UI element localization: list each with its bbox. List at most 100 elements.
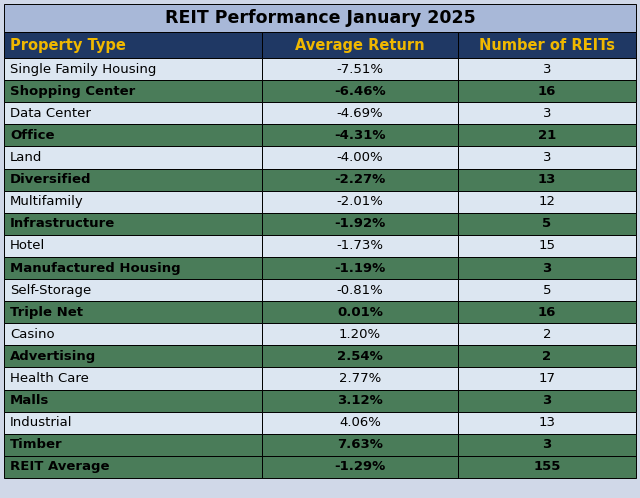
- Bar: [262, 168, 458, 191]
- Text: 17: 17: [538, 372, 556, 385]
- Bar: [262, 213, 458, 235]
- Text: -1.73%: -1.73%: [337, 240, 383, 252]
- Bar: [262, 346, 458, 368]
- Bar: [458, 80, 636, 102]
- Text: Casino: Casino: [10, 328, 54, 341]
- Bar: [262, 301, 458, 323]
- Text: Hotel: Hotel: [10, 240, 45, 252]
- Bar: [4, 434, 262, 456]
- Bar: [458, 146, 636, 168]
- Bar: [458, 257, 636, 279]
- Text: 2.54%: 2.54%: [337, 350, 383, 363]
- Text: 13: 13: [538, 416, 556, 429]
- Bar: [262, 389, 458, 412]
- Text: -2.01%: -2.01%: [337, 195, 383, 208]
- Bar: [458, 434, 636, 456]
- Bar: [458, 102, 636, 124]
- Text: 1.20%: 1.20%: [339, 328, 381, 341]
- Bar: [458, 32, 636, 58]
- Text: -4.69%: -4.69%: [337, 107, 383, 120]
- Text: Advertising: Advertising: [10, 350, 96, 363]
- Bar: [262, 412, 458, 434]
- Text: Single Family Housing: Single Family Housing: [10, 63, 156, 76]
- Text: -0.81%: -0.81%: [337, 283, 383, 297]
- Text: Property Type: Property Type: [10, 37, 126, 52]
- Bar: [4, 102, 262, 124]
- Text: Self-Storage: Self-Storage: [10, 283, 92, 297]
- Text: 2.77%: 2.77%: [339, 372, 381, 385]
- Text: Office: Office: [10, 129, 54, 142]
- Text: 21: 21: [538, 129, 556, 142]
- Text: 3.12%: 3.12%: [337, 394, 383, 407]
- Bar: [458, 456, 636, 478]
- Text: Industrial: Industrial: [10, 416, 72, 429]
- Text: Average Return: Average Return: [295, 37, 425, 52]
- Bar: [4, 58, 262, 80]
- Bar: [4, 168, 262, 191]
- Text: Triple Net: Triple Net: [10, 306, 83, 319]
- Text: 15: 15: [538, 240, 556, 252]
- Text: -6.46%: -6.46%: [334, 85, 386, 98]
- Text: 3: 3: [542, 438, 552, 451]
- Bar: [458, 389, 636, 412]
- Bar: [4, 412, 262, 434]
- Bar: [262, 257, 458, 279]
- Text: Land: Land: [10, 151, 42, 164]
- Bar: [458, 58, 636, 80]
- Bar: [458, 124, 636, 146]
- Bar: [262, 124, 458, 146]
- Text: Health Care: Health Care: [10, 372, 89, 385]
- Bar: [4, 279, 262, 301]
- Bar: [4, 368, 262, 389]
- Bar: [262, 368, 458, 389]
- Text: 13: 13: [538, 173, 556, 186]
- Bar: [262, 58, 458, 80]
- Bar: [4, 389, 262, 412]
- Bar: [4, 80, 262, 102]
- Text: Diversified: Diversified: [10, 173, 92, 186]
- Bar: [4, 257, 262, 279]
- Bar: [262, 456, 458, 478]
- Bar: [458, 279, 636, 301]
- Bar: [4, 32, 262, 58]
- Bar: [262, 191, 458, 213]
- Text: Timber: Timber: [10, 438, 63, 451]
- Bar: [4, 301, 262, 323]
- Bar: [4, 346, 262, 368]
- Bar: [4, 146, 262, 168]
- Text: Shopping Center: Shopping Center: [10, 85, 135, 98]
- Bar: [458, 412, 636, 434]
- Text: Data Center: Data Center: [10, 107, 91, 120]
- Bar: [4, 235, 262, 257]
- Bar: [262, 235, 458, 257]
- Bar: [4, 323, 262, 346]
- Text: -1.92%: -1.92%: [334, 217, 386, 230]
- Text: -4.31%: -4.31%: [334, 129, 386, 142]
- Text: Number of REITs: Number of REITs: [479, 37, 615, 52]
- Text: -1.29%: -1.29%: [334, 461, 386, 474]
- Bar: [262, 102, 458, 124]
- Text: 2: 2: [543, 350, 552, 363]
- Text: -4.00%: -4.00%: [337, 151, 383, 164]
- Text: 0.01%: 0.01%: [337, 306, 383, 319]
- Text: -1.19%: -1.19%: [334, 261, 386, 274]
- Text: 16: 16: [538, 85, 556, 98]
- Bar: [458, 235, 636, 257]
- Text: 7.63%: 7.63%: [337, 438, 383, 451]
- Text: 3: 3: [542, 261, 552, 274]
- Text: Manufactured Housing: Manufactured Housing: [10, 261, 180, 274]
- Bar: [458, 323, 636, 346]
- Text: -7.51%: -7.51%: [337, 63, 383, 76]
- Text: 3: 3: [543, 151, 551, 164]
- Text: 2: 2: [543, 328, 551, 341]
- Text: -2.27%: -2.27%: [334, 173, 386, 186]
- Bar: [4, 213, 262, 235]
- Text: 3: 3: [543, 107, 551, 120]
- Bar: [458, 168, 636, 191]
- Bar: [458, 368, 636, 389]
- Bar: [4, 124, 262, 146]
- Bar: [458, 191, 636, 213]
- Text: 5: 5: [543, 283, 551, 297]
- Text: REIT Performance January 2025: REIT Performance January 2025: [164, 9, 476, 27]
- Bar: [262, 146, 458, 168]
